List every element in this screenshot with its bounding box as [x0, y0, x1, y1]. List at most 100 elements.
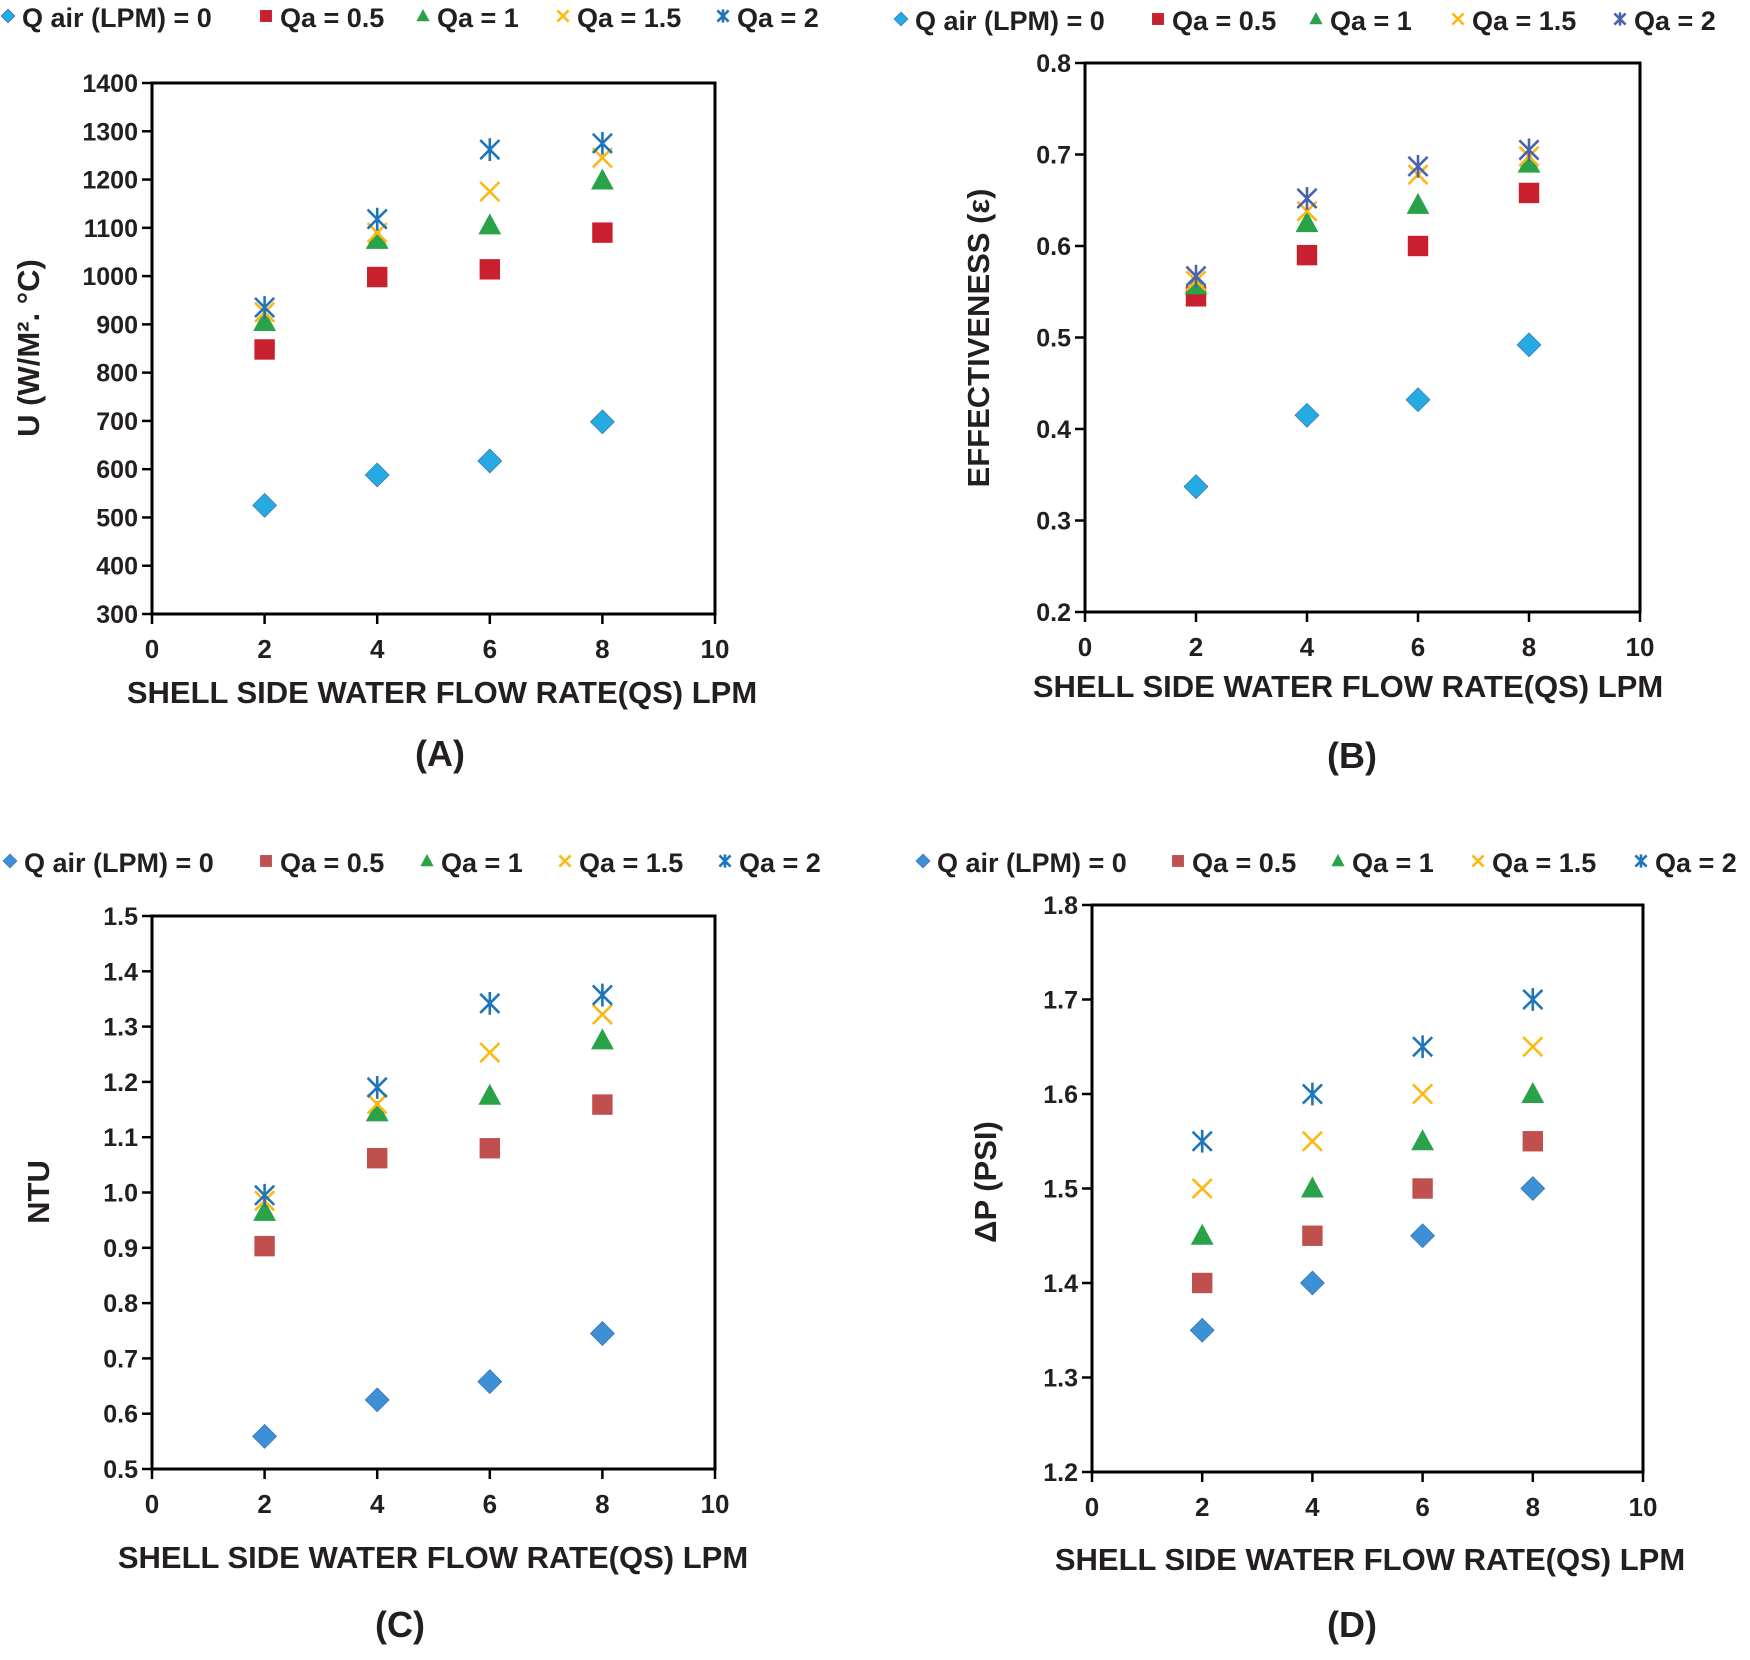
data-point — [1521, 1082, 1545, 1103]
legend-marker — [1471, 854, 1485, 868]
x-tick-label: 6 — [1411, 632, 1425, 662]
y-tick-label: 1.3 — [1043, 1365, 1078, 1393]
data-point — [365, 1100, 389, 1122]
legend-entry: Qa = 1 — [437, 3, 519, 33]
data-point — [1522, 1131, 1543, 1152]
legend-marker — [260, 10, 272, 22]
data-point — [1412, 1035, 1434, 1059]
panel-label: (D) — [1327, 1604, 1377, 1645]
data-point — [479, 138, 501, 162]
plot-area — [150, 81, 717, 616]
legend-entry: Q air (LPM) = 0 — [915, 6, 1105, 36]
x-tick-label: 0 — [145, 634, 159, 664]
legend-marker — [1331, 854, 1345, 867]
x-axis-title: SHELL SIDE WATER FLOW RATE(QS) LPM — [1055, 1542, 1685, 1577]
legend-marker — [260, 855, 272, 867]
data-point — [1405, 387, 1431, 413]
y-tick-label: 1200 — [82, 167, 138, 195]
data-point — [366, 207, 388, 231]
y-tick-label: 800 — [96, 360, 138, 388]
legend-entry: Q air (LPM) = 0 — [22, 3, 212, 33]
data-point — [364, 1387, 390, 1413]
y-tick-label: 1.5 — [1043, 1176, 1078, 1204]
legend-entry: Qa = 1.5 — [579, 848, 683, 878]
y-tick-label: 1.2 — [103, 1069, 138, 1097]
data-point — [591, 1028, 614, 1050]
data-point — [591, 131, 613, 155]
data-point — [479, 991, 501, 1015]
x-tick-label: 4 — [1305, 1492, 1320, 1522]
chart-panel-a: 300 400 500 600 700 800 900 1000 1100 1200 1300 140… — [0, 3, 819, 774]
x-axis-title: SHELL SIDE WATER FLOW RATE(QS) LPM — [118, 1540, 748, 1575]
data-point — [1517, 151, 1541, 173]
x-tick-label: 4 — [370, 634, 385, 664]
series-3 — [1190, 1082, 1545, 1245]
legend-entry: Q air (LPM) = 0 — [937, 848, 1127, 878]
legend-entry: Q air (LPM) = 0 — [24, 848, 214, 878]
y-tick-label: 1100 — [84, 215, 138, 243]
data-point — [1301, 1130, 1323, 1152]
legend-entry: Qa = 1.5 — [1492, 848, 1596, 878]
y-tick-label: 1.5 — [103, 903, 138, 931]
data-point — [1518, 182, 1540, 204]
data-point — [592, 1094, 613, 1115]
series-2 — [1192, 1131, 1543, 1294]
legend-marker — [1613, 12, 1627, 26]
y-tick-label: 1.1 — [103, 1124, 138, 1152]
data-point — [367, 1148, 388, 1169]
data-point — [1411, 1129, 1434, 1151]
x-tick-label: 8 — [595, 634, 609, 664]
legend: Q air (LPM) = 0 Qa = 0.5 Qa = 1 Qa = 1.5 Qa … — [893, 6, 1716, 36]
series-1 — [252, 1321, 615, 1449]
legend-entry: Qa = 2 — [737, 3, 819, 33]
data-point — [254, 1235, 275, 1257]
data-point — [1191, 1129, 1213, 1153]
x-tick-label: 0 — [1078, 632, 1092, 662]
x-tick-label: 8 — [595, 1489, 609, 1519]
legend: Q air (LPM) = 0 Qa = 0.5 Qa = 1 Qa = 1.5 Qa … — [2, 848, 821, 878]
legend: Q air (LPM) = 0 Qa = 0.5 Qa = 1 Qa = 1.5 Qa … — [915, 848, 1737, 878]
data-point — [478, 213, 502, 235]
y-tick-label: 1000 — [82, 263, 138, 291]
data-point — [589, 1321, 615, 1346]
x-tick-label: 4 — [370, 1489, 385, 1519]
x-tick-label: 6 — [1415, 1492, 1429, 1522]
legend-marker — [1634, 854, 1648, 868]
data-point — [1516, 332, 1542, 358]
data-point — [253, 309, 276, 331]
data-point — [1183, 474, 1209, 500]
data-point — [479, 181, 501, 203]
series-1 — [1189, 1176, 1546, 1343]
legend-marker — [558, 854, 572, 868]
data-point — [1192, 1272, 1213, 1294]
data-point — [1412, 1178, 1433, 1199]
legend-marker — [416, 9, 430, 22]
data-point — [254, 339, 275, 360]
data-point — [478, 1083, 502, 1105]
x-tick-label: 2 — [1189, 632, 1203, 662]
y-tick-label: 400 — [96, 553, 138, 581]
data-point — [1295, 211, 1319, 233]
x-tick-label: 0 — [145, 1489, 159, 1519]
legend-marker — [716, 9, 730, 23]
y-tick-label: 0.9 — [103, 1235, 138, 1263]
data-point — [1407, 235, 1429, 257]
data-point — [254, 1183, 276, 1207]
x-tick-label: 8 — [1522, 632, 1536, 662]
data-point — [366, 1076, 388, 1099]
legend-marker — [915, 853, 931, 869]
data-point — [1294, 402, 1320, 428]
x-tick-label: 2 — [1195, 1492, 1209, 1522]
legend-entry: Qa = 0.5 — [1172, 6, 1276, 36]
data-point — [1520, 1176, 1546, 1201]
data-point — [252, 492, 278, 518]
series-5 — [1191, 988, 1544, 1153]
series-1 — [1183, 332, 1542, 500]
panel-label: (A) — [415, 733, 465, 774]
data-point — [367, 266, 388, 288]
legend-marker — [556, 9, 570, 23]
y-tick-label: 1.2 — [1043, 1459, 1078, 1487]
data-point — [592, 222, 613, 243]
x-tick-label: 2 — [257, 1489, 271, 1519]
legend-entry: Qa = 0.5 — [280, 3, 384, 33]
